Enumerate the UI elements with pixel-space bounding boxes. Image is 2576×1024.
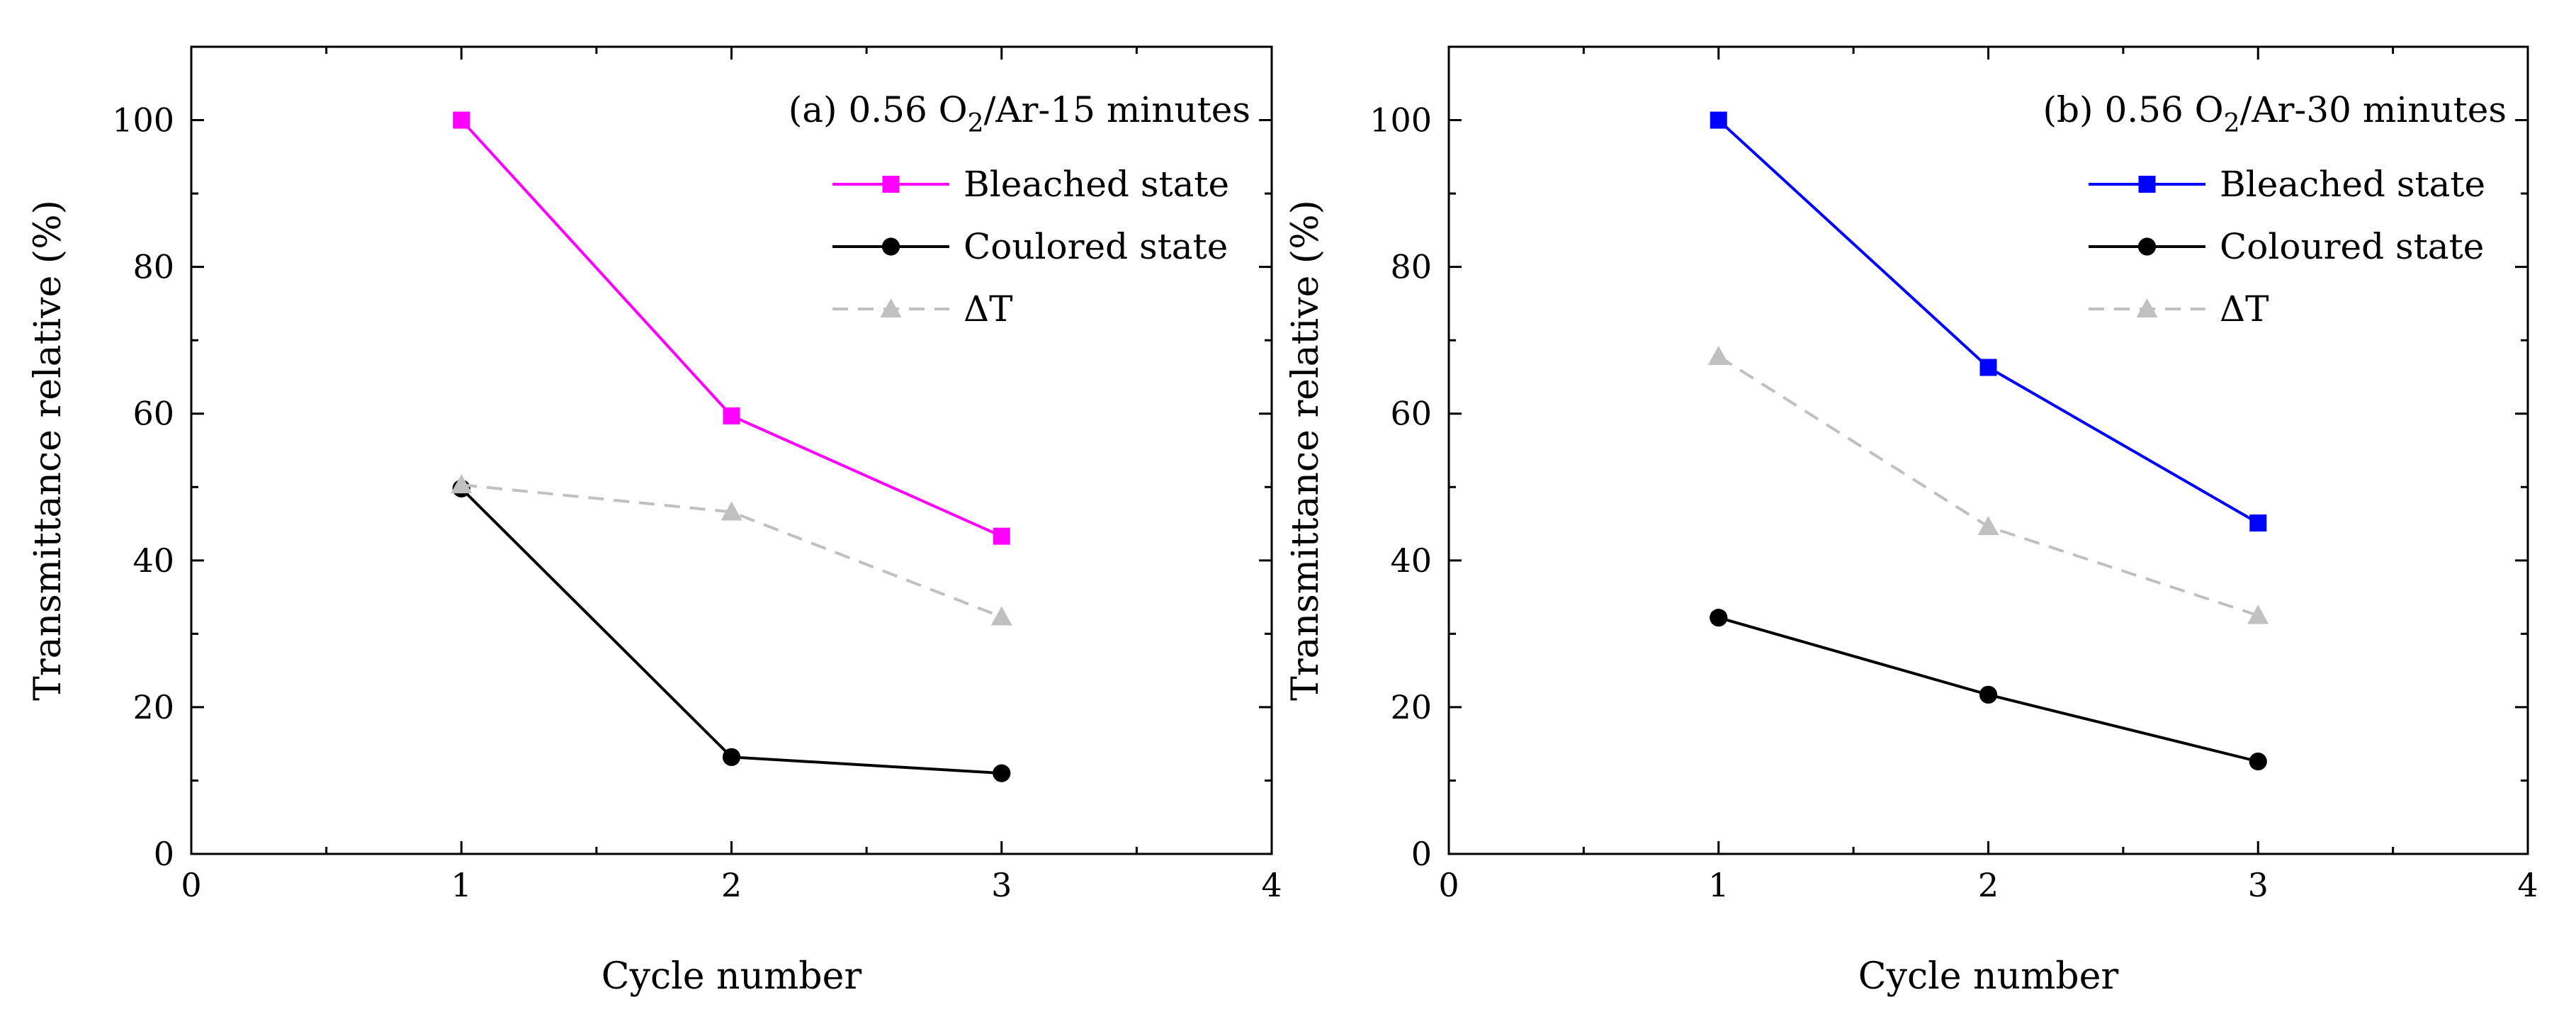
legend-label: Bleached state <box>964 164 1229 205</box>
chart-title-suffix: /Ar-15 minutes <box>984 89 1250 130</box>
legend-marker <box>2137 237 2157 256</box>
x-tick-label: 3 <box>2248 866 2269 904</box>
x-tick-label: 2 <box>721 866 742 904</box>
y-tick-label: 100 <box>1369 101 1432 140</box>
data-point <box>721 501 742 521</box>
data-point <box>2247 604 2269 624</box>
series-t <box>451 474 1012 626</box>
y-tick-label: 0 <box>154 835 174 873</box>
legend-marker <box>2138 176 2156 193</box>
legend-label: ΔT <box>964 288 1012 330</box>
series-line <box>1717 119 2259 524</box>
x-tick-label: 0 <box>1438 866 1459 904</box>
data-point <box>993 527 1010 545</box>
y-tick-label: 20 <box>132 688 174 726</box>
data-point <box>453 111 470 129</box>
data-point <box>1977 516 1999 536</box>
chart-title: (b) 0.56 O2/Ar-30 minutes <box>2043 89 2507 138</box>
y-axis-label: Transmittance relative (%) <box>27 200 69 701</box>
chart-title-subscript: 2 <box>968 109 984 138</box>
y-tick-label: 80 <box>132 248 174 286</box>
legend-label: Bleached state <box>2220 164 2485 205</box>
series-t <box>1707 345 2269 624</box>
series-coulored-state <box>452 479 1011 782</box>
series-line <box>461 483 1002 619</box>
data-point <box>451 474 473 494</box>
legend: Bleached state Coulored state ΔT <box>832 164 1229 330</box>
legend-marker <box>881 237 900 256</box>
x-tick-label: 1 <box>1708 866 1729 904</box>
y-tick-label: 60 <box>1390 395 1432 433</box>
x-tick-label: 4 <box>2517 866 2538 904</box>
data-point <box>1979 685 1998 704</box>
legend-marker <box>882 176 900 193</box>
chart-title-subscript: 2 <box>2224 109 2240 138</box>
data-point <box>1710 608 1728 627</box>
x-axis-label: Cycle number <box>601 955 862 998</box>
series-coloured-state <box>1710 608 2267 771</box>
series-line <box>460 487 1002 775</box>
y-tick-label: 0 <box>1411 835 1432 873</box>
data-point <box>2249 752 2267 771</box>
legend-marker <box>880 298 902 317</box>
data-point <box>1710 111 1727 129</box>
y-tick-label: 80 <box>1390 248 1432 286</box>
chart-title-suffix: /Ar-30 minutes <box>2240 89 2507 130</box>
legend-label: Coulored state <box>964 226 1228 267</box>
series-line <box>1717 355 2259 617</box>
x-axis-label: Cycle number <box>1858 955 2119 998</box>
y-tick-label: 40 <box>132 541 174 580</box>
x-tick-label: 3 <box>991 866 1012 904</box>
legend-label: ΔT <box>2220 288 2269 330</box>
data-point <box>722 748 741 766</box>
data-point <box>1979 359 1997 376</box>
y-tick-label: 20 <box>1390 688 1432 726</box>
x-tick-label: 0 <box>181 866 201 904</box>
chart-title-prefix: (a) 0.56 O <box>789 89 968 130</box>
legend: Bleached state Coloured state ΔT <box>2089 164 2485 330</box>
x-tick-label: 4 <box>1261 866 1282 904</box>
legend-label: Coloured state <box>2220 226 2484 267</box>
y-axis-label: Transmittance relative (%) <box>1284 200 1327 701</box>
chart-title: (a) 0.56 O2/Ar-15 minutes <box>789 89 1250 138</box>
y-tick-label: 40 <box>1390 541 1432 580</box>
x-tick-label: 2 <box>1978 866 1999 904</box>
data-point <box>723 407 740 424</box>
data-point <box>993 764 1011 782</box>
data-point <box>2249 514 2267 532</box>
data-point <box>1707 345 1729 365</box>
series-bleached-state <box>453 111 1010 545</box>
legend-marker <box>2136 298 2158 317</box>
y-tick-label: 60 <box>132 395 174 433</box>
x-tick-label: 1 <box>451 866 472 904</box>
chart-title-prefix: (b) 0.56 O <box>2043 89 2224 130</box>
series-bleached-state <box>1710 111 2267 532</box>
data-point <box>990 606 1012 626</box>
y-tick-label: 100 <box>112 101 174 140</box>
series-line <box>460 119 1002 538</box>
